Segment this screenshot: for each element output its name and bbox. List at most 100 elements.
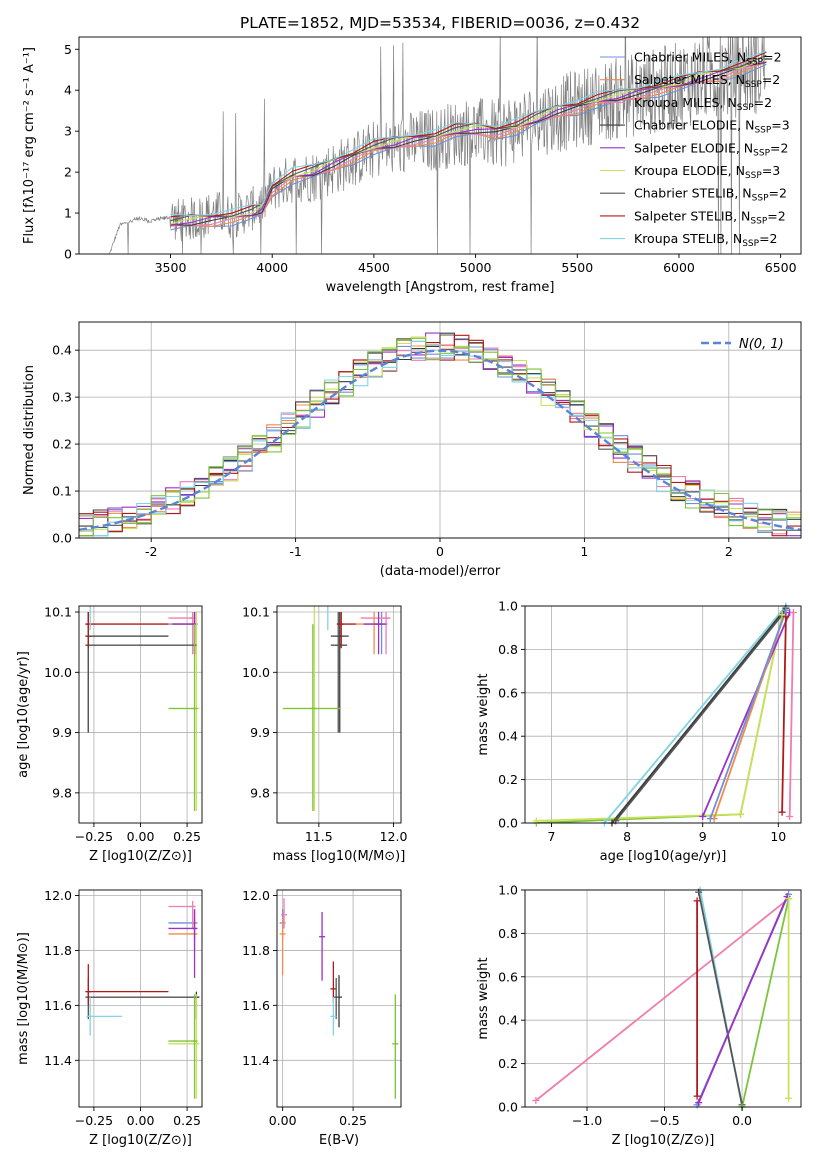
x-tick-label: 0.25: [339, 1113, 367, 1128]
x-axis-label: wavelength [Angstrom, rest frame]: [326, 280, 555, 295]
legend-label: Salpeter ELODIE, NSSP=2: [634, 140, 788, 158]
plot-area: [535, 890, 790, 1107]
weight-line: [701, 612, 791, 817]
weight-line: [611, 607, 787, 823]
x-axis-label: (data-model)/error: [380, 564, 501, 579]
x-tick-label: 2: [725, 544, 733, 559]
x-tick-label: 4500: [358, 260, 390, 275]
plot-area: [85, 900, 200, 1099]
y-tick-label: 5: [64, 42, 72, 57]
x-tick-label: 0.00: [269, 1113, 297, 1128]
plot-area: [79, 332, 801, 537]
y-tick-label: 0.2: [52, 437, 72, 452]
y-tick-label: 1.0: [498, 883, 518, 898]
x-tick-label: 9: [699, 829, 707, 844]
y-axis-label: age [log10(age/yr)]: [16, 651, 31, 778]
weight-line: [788, 612, 795, 817]
y-tick-label: 11.8: [242, 943, 270, 958]
weight-line: [741, 898, 790, 1107]
y-axis-label: mass weight: [476, 673, 491, 755]
y-tick-label: 0: [64, 247, 72, 262]
x-axis-label: age [log10(age/yr)]: [600, 849, 727, 864]
x-axis-label: Z [log10(Z/Z⊙)]: [89, 1133, 192, 1148]
y-tick-label: 0.8: [498, 642, 518, 657]
y-tick-label: 4: [64, 83, 72, 98]
y-tick-label: 0.0: [498, 1100, 518, 1115]
y-tick-label: 0.0: [52, 531, 72, 546]
x-tick-label: −0.25: [75, 1113, 113, 1128]
y-tick-label: 0.3: [52, 390, 72, 405]
weight-line: [697, 892, 743, 1105]
x-tick-label: 0.00: [127, 829, 155, 844]
x-tick-label: 4000: [256, 260, 288, 275]
y-tick-label: 0.4: [498, 1013, 518, 1028]
x-tick-label: −1.0: [572, 1113, 602, 1128]
x-tick-label: 5000: [460, 260, 492, 275]
y-tick-label: 10.0: [242, 665, 270, 680]
axes-frame: [276, 605, 402, 824]
x-tick-label: 8: [623, 829, 631, 844]
y-tick-label: 2: [64, 165, 72, 180]
plot-area: [279, 898, 399, 1099]
chart-massweight-vs-age: 7 8 9 10 0.0 0.2 0.4 0.6 0.8 1.0 age [log10(age/yr…: [476, 599, 802, 864]
x-tick-label: −0.25: [75, 829, 113, 844]
model-spectrum-line: [170, 61, 767, 226]
legend-label: Chabrier STELIB, NSSP=2: [634, 186, 787, 204]
y-axis-label: mass weight: [476, 957, 491, 1039]
axes-frame: [276, 889, 402, 1108]
figure-title: PLATE=1852, MJD=53534, FIBERID=0036, z=0…: [240, 14, 640, 32]
y-tick-label: 0.0: [498, 816, 518, 831]
x-tick-label: 6000: [663, 260, 695, 275]
axes-frame: [524, 889, 802, 1108]
chart-spectrum: Chabrier MILES, NSSP=2 Salpeter MILES, NS…: [22, 36, 802, 295]
legend-label: N(0, 1): [739, 337, 784, 352]
weight-line: [603, 606, 787, 823]
legend-label: Kroupa ELODIE, NSSP=3: [634, 163, 780, 181]
model-spectrum-line: [170, 61, 767, 227]
x-tick-label: 1: [580, 544, 588, 559]
weight-line: [615, 609, 787, 822]
chart-age-vs-Z: −0.25 0.00 0.25 9.8 9.9 10.0 10.1 Z [log10(Z/Z⊙…: [16, 605, 203, 864]
x-tick-label: −0.5: [649, 1113, 679, 1128]
y-tick-label: 10.0: [44, 665, 72, 680]
model-spectrum-line: [170, 50, 767, 216]
y-tick-label: 0.4: [52, 343, 72, 358]
legend-label: Kroupa STELIB, NSSP=2: [634, 231, 778, 249]
chart-massweight-vs-Z: −1.0 −0.5 0.0 0.0 0.2 0.4 0.6 0.8 1.0 Z [log10(Z/…: [476, 883, 802, 1148]
y-tick-label: 11.6: [242, 998, 270, 1013]
y-tick-label: 0.6: [498, 685, 518, 700]
y-axis-label: Flux [fλ10⁻¹⁷ erg cm⁻² s⁻¹ A⁻¹]: [22, 47, 37, 244]
x-tick-label: 12.0: [380, 829, 408, 844]
y-axis-label: Normed distribution: [22, 365, 37, 495]
chart-residual-histogram: N(0, 1) -2 -1 0 1 2 0.0 0.1 0.2 0.3 0.4 (data-model…: [22, 321, 802, 579]
x-tick-label: 10: [770, 829, 786, 844]
x-tick-label: 11.5: [305, 829, 333, 844]
y-tick-label: 10.1: [44, 605, 72, 620]
legend-label: Salpeter MILES, NSSP=2: [634, 72, 780, 90]
legend-label: Chabrier MILES, NSSP=2: [634, 50, 782, 68]
y-tick-label: 11.4: [44, 1053, 72, 1068]
x-axis-label: mass [log10(M/M⊙)]: [273, 849, 406, 864]
plot-area: [282, 606, 391, 811]
y-tick-label: 0.2: [498, 1056, 518, 1071]
y-tick-label: 9.9: [250, 725, 270, 740]
y-tick-label: 11.8: [44, 943, 72, 958]
plot-area: [85, 606, 200, 811]
y-tick-label: 12.0: [242, 888, 270, 903]
x-axis-label: Z [log10(Z/Z⊙)]: [89, 849, 192, 864]
y-axis-label: mass [log10(M/M⊙)]: [16, 932, 31, 1065]
histogram-step: [79, 337, 801, 537]
chart-mass-vs-ebv: 0.00 0.25 11.4 11.6 11.8 12.0 E(B-V): [242, 888, 402, 1148]
y-tick-label: 9.8: [52, 785, 72, 800]
x-tick-label: 0: [436, 544, 444, 559]
y-tick-label: 11.6: [44, 998, 72, 1013]
observed-spectrum-line: [109, 37, 767, 254]
y-tick-label: 0.1: [52, 484, 72, 499]
y-tick-label: 0.4: [498, 729, 518, 744]
x-tick-label: 0.0: [732, 1113, 752, 1128]
y-tick-label: 0.6: [498, 969, 518, 984]
y-tick-label: 0.8: [498, 926, 518, 941]
x-tick-label: 5500: [561, 260, 593, 275]
weight-line: [709, 609, 787, 820]
